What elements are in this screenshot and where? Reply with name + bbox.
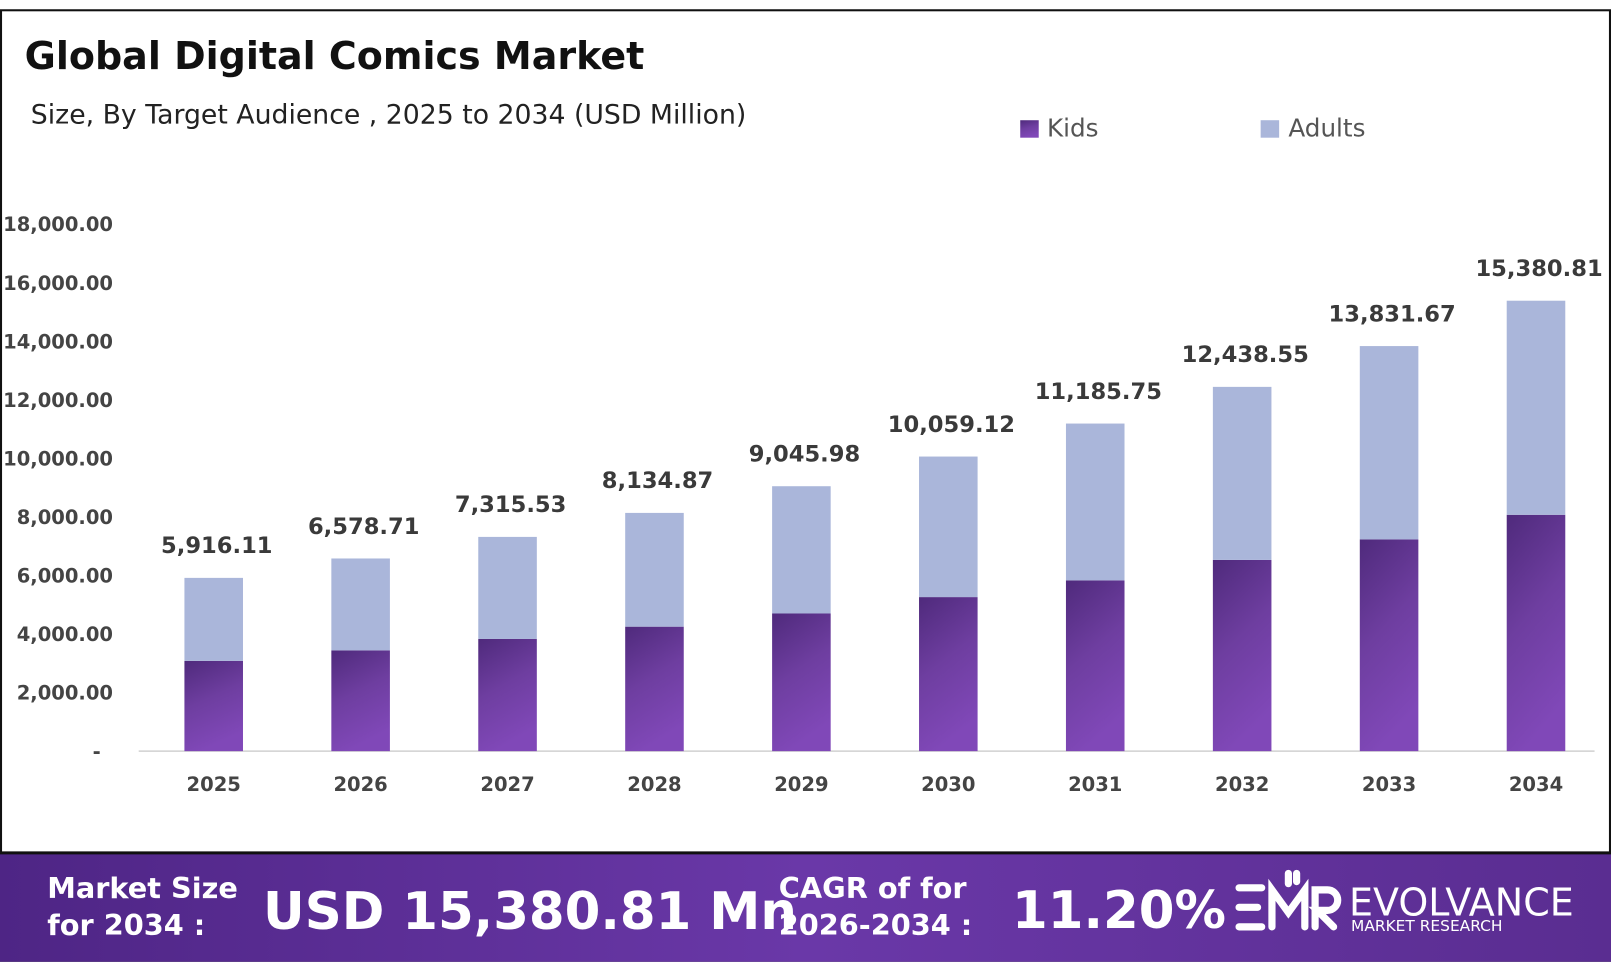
x-tick-label: 2029: [774, 773, 828, 796]
bar-kids-2032: [1212, 559, 1272, 752]
legend-label-adults: Adults: [1288, 114, 1365, 143]
x-tick-label: 2033: [1362, 773, 1416, 796]
emr-logo-mark-icon: [1235, 869, 1342, 931]
bar-adults-2032: [1212, 386, 1272, 560]
x-tick-label: 2026: [333, 773, 387, 796]
bar-kids-2030: [919, 597, 978, 752]
bars: 5,916.11 6,578.71 7,315.53 8,134.87 9,045.98…: [161, 256, 1603, 752]
footer-banner: Market Size for 2034 : USD 15,380.81 Mn …: [0, 851, 1611, 962]
bar-adults-2034: [1506, 300, 1566, 515]
bar-adults-2033: [1359, 346, 1419, 540]
legend: Kids Adults: [1020, 114, 1365, 143]
data-label-2032: 12,438.55: [1182, 342, 1309, 368]
legend-label-kids: Kids: [1047, 114, 1098, 143]
cagr-label-period: 2026-2034 :: [779, 908, 972, 942]
logo-subtext: MARKET RESEARCH: [1351, 917, 1502, 935]
data-label-2034: 15,380.81: [1475, 256, 1602, 282]
x-tick-label: 2028: [627, 773, 681, 796]
bar-adults-2027: [478, 536, 537, 639]
cagr-value: 11.20%: [1012, 881, 1226, 941]
frame: [0, 9, 1611, 962]
y-tick-label: -: [93, 740, 101, 763]
legend-swatch-kids: [1020, 120, 1039, 138]
market-size-label: Market Size: [47, 871, 238, 905]
bar-kids-2029: [772, 613, 831, 752]
x-tick-label: 2032: [1215, 773, 1269, 796]
y-tick-label: 16,000.00: [3, 272, 113, 295]
data-label-2026: 6,578.71: [308, 514, 419, 540]
legend-swatch-adults: [1260, 120, 1280, 138]
y-axis: - 2,000.00 4,000.00 6,000.00 8,000.00 10,000.…: [3, 213, 113, 763]
data-label-2025: 5,916.11: [161, 533, 272, 559]
market-size-value: USD 15,380.81 Mn: [263, 882, 797, 942]
bar-kids-2027: [478, 638, 537, 752]
market-size-label-year: for 2034 :: [47, 908, 205, 942]
x-tick-label: 2034: [1509, 773, 1563, 796]
x-axis: 2025 2026 2027 2028 2029 2030 2031 2032 2033 2034: [187, 773, 1564, 796]
bar-kids-2026: [331, 650, 390, 752]
chart-subtitle: Size, By Target Audience , 2025 to 2034 …: [31, 99, 747, 130]
y-tick-label: 6,000.00: [17, 565, 113, 588]
bar-kids-2025: [184, 660, 243, 752]
data-label-2031: 11,185.75: [1035, 379, 1162, 405]
y-tick-label: 14,000.00: [3, 330, 113, 353]
bar-adults-2026: [331, 558, 390, 651]
y-tick-label: 4,000.00: [17, 623, 113, 646]
logo-text: EVOLVANCE: [1349, 881, 1574, 925]
data-label-2028: 8,134.87: [602, 468, 713, 494]
data-label-2033: 13,831.67: [1329, 301, 1456, 327]
y-tick-label: 10,000.00: [3, 447, 113, 470]
x-tick-label: 2031: [1068, 773, 1122, 796]
footer-background: [0, 852, 1611, 962]
bar-kids-2031: [1065, 580, 1125, 752]
x-tick-label: 2027: [480, 773, 534, 796]
data-label-2029: 9,045.98: [749, 442, 860, 468]
data-label-2027: 7,315.53: [455, 492, 566, 518]
bar-adults-2030: [919, 456, 978, 598]
y-tick-label: 12,000.00: [3, 389, 113, 412]
y-tick-label: 2,000.00: [17, 682, 113, 705]
bar-adults-2031: [1065, 423, 1125, 581]
bar-kids-2033: [1359, 539, 1419, 752]
bar-kids-2028: [625, 626, 684, 752]
cagr-label: CAGR of for: [779, 871, 968, 905]
evolvance-logo: EVOLVANCE MARKET RESEARCH: [1235, 869, 1574, 935]
data-label-2030: 10,059.12: [888, 412, 1015, 438]
chart-title: Global Digital Comics Market: [25, 34, 645, 78]
x-tick-label: 2025: [187, 773, 241, 796]
bar-kids-2034: [1506, 514, 1566, 752]
bar-adults-2029: [772, 486, 831, 614]
bar-adults-2028: [625, 512, 684, 627]
y-tick-label: 18,000.00: [3, 213, 113, 236]
x-tick-label: 2030: [921, 773, 975, 796]
bar-adults-2025: [184, 577, 243, 661]
y-tick-label: 8,000.00: [17, 506, 113, 529]
